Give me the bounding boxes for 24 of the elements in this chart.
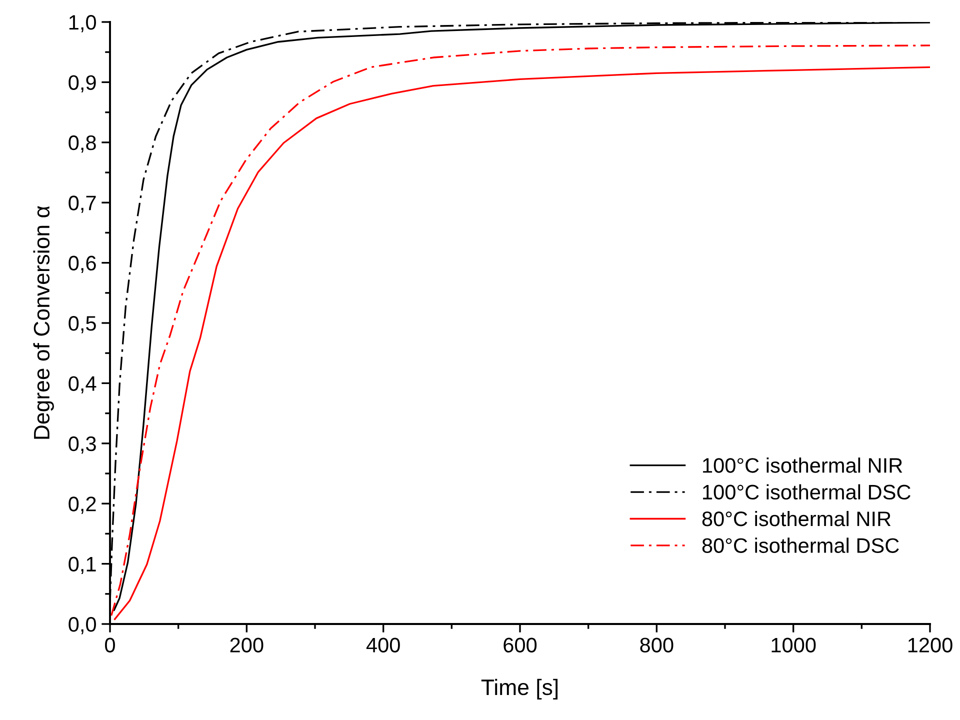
y-axis-title: Degree of Conversion α [33,206,54,439]
x-tick-label: 0 [105,638,115,652]
y-tick-label: 0,9 [68,75,96,92]
x-tick-label: 200 [230,638,264,652]
y-tick-label: 0,7 [68,196,96,213]
y-tick-label: 0,2 [68,496,96,514]
legend-label: 100°C isothermal DSC [703,484,910,500]
y-tick-label: 0,4 [68,376,96,394]
legend-label: 80°C isothermal DSC [702,538,899,553]
x-tick-label: 600 [504,638,537,652]
x-tick-label: 800 [640,638,674,652]
x-tick-label: 400 [366,638,400,652]
y-tick-label: 0,0 [68,617,96,634]
x-axis-title: Time [s] [481,678,558,700]
y-tick-label: 0,3 [68,436,96,454]
legend-label: 80°C isothermal NIR [702,510,891,526]
y-tick-label: 0,6 [68,256,96,274]
x-tick-label: 1000 [772,638,816,652]
y-tick-label: 0,8 [68,135,96,153]
y-tick-label: 0,1 [68,556,96,574]
x-tick-label: 1200 [908,638,952,652]
y-tick-label: 1,0 [69,15,96,32]
legend-label: 100°C isothermal NIR [703,458,902,473]
y-tick-label: 0,5 [68,316,96,334]
